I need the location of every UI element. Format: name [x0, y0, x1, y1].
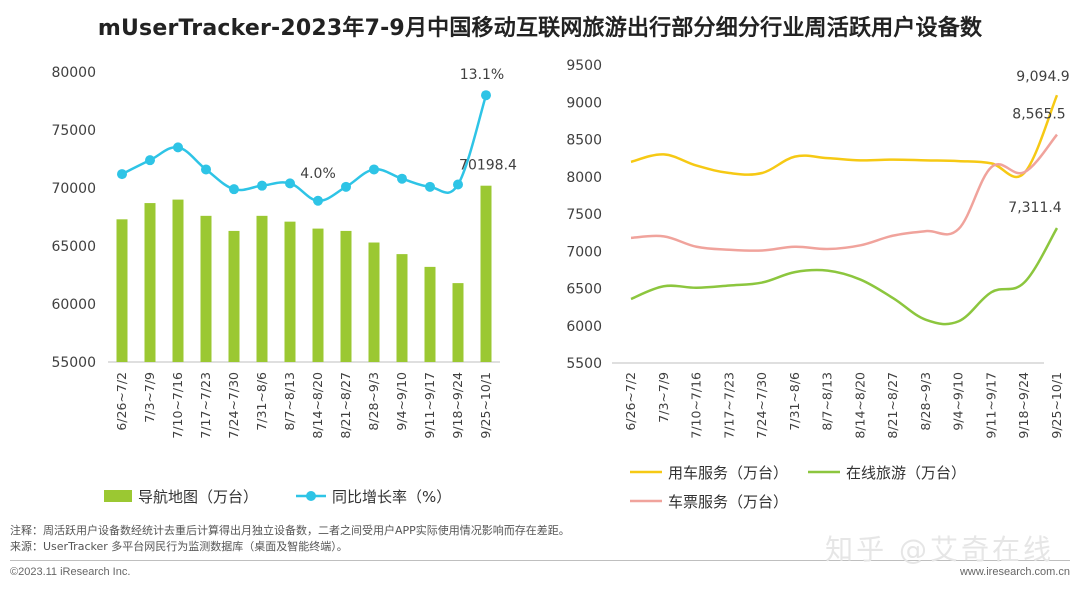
yoy-growth-point	[229, 184, 239, 195]
yoy-growth-point	[173, 142, 183, 153]
left-y-tick-label: 80000	[51, 65, 96, 81]
ticket-service-line	[630, 133, 1058, 252]
left-x-tick-label: 8/7~8/13	[282, 372, 297, 431]
online-travel-data-label: 7,311.4	[1008, 200, 1062, 216]
yoy-growth-point	[481, 90, 491, 101]
right-x-tick-label: 6/26~7/2	[623, 372, 638, 431]
right-x-tick-label: 7/24~7/30	[754, 372, 769, 439]
right-x-tick-label: 7/3~7/9	[656, 372, 671, 423]
left-x-tick-label: 8/28~9/3	[366, 372, 381, 431]
nav-map-bar	[200, 215, 212, 362]
yoy-growth-point	[369, 164, 379, 175]
left-y-tick-label: 65000	[51, 239, 96, 255]
nav-map-bar	[172, 199, 184, 362]
website-text: www.iresearch.com.cn	[959, 566, 1070, 578]
left-x-tick-label: 9/25~10/1	[478, 372, 493, 439]
yoy-growth-point	[341, 181, 351, 192]
right-x-tick-label: 7/31~8/6	[787, 372, 802, 431]
online-travel-line	[630, 227, 1059, 326]
left-x-tick-label: 7/3~7/9	[142, 372, 157, 423]
left-y-tick-label: 60000	[51, 297, 96, 313]
legend-ticket-service-label: 车票服务（万台）	[668, 493, 788, 511]
left-x-tick-label: 7/31~8/6	[254, 372, 269, 431]
right-x-tick-label: 7/17~7/23	[721, 372, 736, 439]
left-x-tick-label: 8/14~8/20	[310, 372, 325, 439]
yoy-growth-point	[313, 195, 323, 206]
left-y-tick-label: 70000	[51, 181, 96, 197]
yoy-growth-point	[117, 169, 127, 180]
right-y-tick-label: 7500	[566, 207, 602, 223]
yoy-growth-point	[425, 181, 435, 192]
nav-map-bar	[228, 230, 240, 362]
right-y-tick-label: 9000	[566, 95, 602, 111]
right-x-tick-label: 8/21~8/27	[885, 372, 900, 439]
yoy-growth-point	[285, 178, 295, 189]
legend-online-travel-label: 在线旅游（万台）	[846, 464, 966, 482]
growth-low-label: 4.0%	[300, 166, 336, 182]
nav-map-bar	[452, 283, 464, 362]
yoy-growth-point	[397, 173, 407, 184]
watermark: 知乎 @艾奇在线	[825, 533, 1054, 566]
legend-bar-label: 导航地图（万台）	[138, 488, 258, 506]
nav-map-bar	[284, 221, 296, 362]
right-x-tick-label: 9/11~9/17	[983, 372, 998, 439]
left-x-tick-label: 9/18~9/24	[450, 372, 465, 439]
nav-map-bar	[312, 228, 324, 362]
bar-data-label: 70198.4	[459, 158, 517, 174]
right-y-tick-label: 7000	[566, 244, 602, 260]
right-y-tick-label: 6500	[566, 282, 602, 298]
left-x-tick-label: 7/10~7/16	[170, 372, 185, 439]
yoy-growth-point	[453, 179, 463, 190]
copyright-text: ©2023.11 iResearch Inc.	[10, 566, 131, 578]
right-y-tick-label: 5500	[566, 356, 602, 372]
legend-line-marker	[306, 491, 316, 501]
right-x-tick-label: 8/28~9/3	[918, 372, 933, 431]
nav-map-bar	[396, 254, 408, 362]
growth-peak-label: 13.1%	[460, 67, 504, 83]
yoy-growth-point	[201, 164, 211, 175]
ticket-service-data-label: 8,565.5	[1012, 107, 1065, 123]
nav-map-bar	[340, 230, 352, 362]
right-x-tick-label: 9/4~9/10	[951, 372, 966, 431]
nav-map-bar	[368, 242, 380, 362]
right-x-tick-label: 8/14~8/20	[852, 372, 867, 439]
legend-line-label: 同比增长率（%）	[332, 488, 451, 506]
footer-divider	[10, 560, 1070, 561]
chart-title: mUserTracker-2023年7-9月中国移动互联网旅游出行部分细分行业周…	[97, 16, 983, 41]
nav-map-bar	[116, 219, 128, 362]
nav-map-bar	[144, 203, 156, 362]
nav-map-bar	[424, 266, 436, 362]
left-y-tick-label: 75000	[51, 123, 96, 139]
left-x-tick-label: 6/26~7/2	[114, 372, 129, 431]
car-service-line	[630, 94, 1059, 179]
right-y-tick-label: 8500	[566, 133, 602, 149]
right-x-tick-label: 8/7~8/13	[820, 372, 835, 431]
left-y-tick-label: 55000	[51, 355, 96, 371]
left-x-tick-label: 8/21~8/27	[338, 372, 353, 439]
note-text: 注释：周活跃用户设备数经统计去重后计算得出月独立设备数，二者之间受用户APP实际…	[10, 524, 570, 537]
legend-bar-swatch	[104, 490, 132, 502]
right-y-tick-label: 8000	[566, 170, 602, 186]
left-x-tick-label: 7/24~7/30	[226, 372, 241, 439]
right-x-tick-label: 9/25~10/1	[1049, 372, 1064, 439]
left-x-tick-label: 9/11~9/17	[422, 372, 437, 439]
nav-map-bar	[480, 185, 492, 362]
yoy-growth-point	[145, 155, 155, 166]
right-x-tick-label: 9/18~9/24	[1016, 372, 1031, 439]
left-x-tick-label: 9/4~9/10	[394, 372, 409, 431]
source-text: 来源：UserTracker 多平台网民行为监测数据库（桌面及智能终端）。	[10, 540, 348, 553]
car-service-data-label: 9,094.9	[1016, 69, 1069, 85]
right-y-tick-label: 9500	[566, 58, 602, 74]
left-x-tick-label: 7/17~7/23	[198, 372, 213, 439]
right-x-tick-label: 7/10~7/16	[689, 372, 704, 439]
nav-map-bar	[256, 215, 268, 362]
right-y-tick-label: 6000	[566, 319, 602, 335]
legend-car-service-label: 用车服务（万台）	[668, 464, 788, 482]
yoy-growth-point	[257, 180, 267, 191]
